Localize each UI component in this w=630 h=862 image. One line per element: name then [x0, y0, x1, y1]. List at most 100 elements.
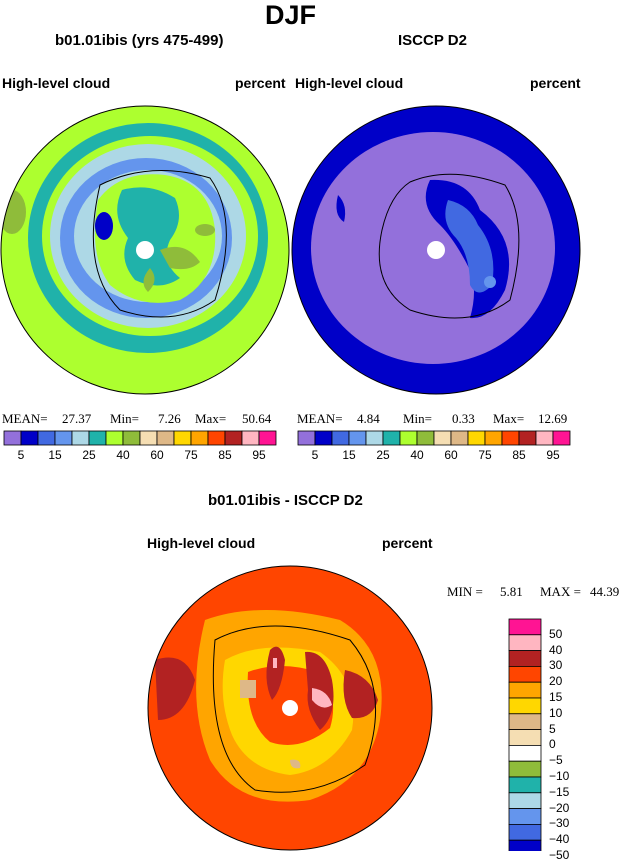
difference-colorbar-tick-label: 40 — [549, 642, 563, 657]
left-colorbar-swatch — [224, 430, 243, 446]
right-colorbar-swatch — [365, 430, 384, 446]
diff-min-label: MIN = — [447, 584, 483, 599]
right-colorbar-swatch — [399, 430, 418, 446]
left-colorbar-tick-label: 5 — [17, 448, 25, 462]
right-colorbar-swatch — [433, 430, 452, 446]
difference-colorbar-tick-label: 5 — [549, 721, 556, 736]
diff-max-value: 44.39 — [590, 584, 620, 599]
right-colorbar-swatch — [552, 430, 571, 446]
left-variable-label: High-level cloud — [2, 75, 111, 91]
right-units-label: percent — [530, 75, 581, 91]
right-colorbar-swatch — [314, 430, 333, 446]
diff-min-value: 5.81 — [500, 584, 523, 599]
right-colorbar-tick-label: 60 — [444, 448, 458, 462]
difference-colorbar-swatch — [508, 697, 542, 715]
left-colorbar-swatch — [258, 430, 277, 446]
difference-colorbar-tick-label: −5 — [549, 753, 563, 768]
right-colorbar-swatch — [331, 430, 350, 446]
difference-colorbar-tick-label: −10 — [549, 769, 570, 783]
right-mean-label: MEAN= — [297, 411, 343, 426]
difference-colorbar-tick-label: 10 — [549, 705, 563, 720]
difference-colorbar-tick-label: 0 — [549, 737, 556, 752]
left-colorbar-swatch — [105, 430, 124, 446]
left-colorbar-swatch — [20, 430, 39, 446]
difference-colorbar-swatch — [508, 745, 542, 762]
left-model-title: b01.01ibis (yrs 475-499) — [55, 32, 224, 49]
left-colorbar-swatch — [71, 430, 90, 446]
left-max-label: Max= — [195, 411, 227, 426]
difference-colorbar-swatch — [508, 839, 542, 851]
left-colorbar — [3, 430, 277, 446]
right-min-value: 0.33 — [452, 411, 475, 426]
left-colorbar-swatch — [139, 430, 158, 446]
difference-colorbar-tick-label: −20 — [549, 800, 570, 815]
right-mean-value: 4.84 — [357, 411, 380, 426]
difference-polar-map — [148, 566, 432, 850]
right-colorbar-swatch — [501, 430, 520, 446]
left-min-label: Min= — [110, 411, 140, 426]
right-min-label: Min= — [403, 411, 433, 426]
left-colorbar-tick-label: 75 — [184, 448, 198, 462]
difference-colorbar-swatch — [508, 634, 542, 651]
left-colorbar-swatch — [88, 430, 107, 446]
difference-colorbar-tick-label: 30 — [549, 658, 563, 673]
difference-colorbar-swatch — [508, 760, 542, 778]
difference-colorbar-tick-label: −30 — [549, 816, 570, 831]
right-colorbar-swatch — [382, 430, 401, 446]
right-colorbar-swatch — [348, 430, 367, 446]
right-colorbar-tick-label: 95 — [546, 448, 560, 462]
difference-colorbar-swatch — [508, 792, 542, 809]
left-colorbar-tick-label: 85 — [218, 448, 232, 462]
left-colorbar-tick-label: 60 — [150, 448, 164, 462]
difference-colorbar-swatch — [508, 713, 542, 730]
left-units-label: percent — [235, 75, 286, 91]
difference-colorbar-swatch — [508, 650, 542, 667]
right-colorbar-swatch — [450, 430, 469, 446]
left-colorbar-swatch — [37, 430, 56, 446]
right-model-title: ISCCP D2 — [398, 32, 467, 49]
left-colorbar-swatch — [3, 430, 22, 446]
right-colorbar-swatch — [297, 430, 316, 446]
diff-units-label: percent — [382, 535, 433, 551]
right-colorbar-swatch — [484, 430, 503, 446]
difference-colorbar-swatch — [508, 666, 542, 683]
right-colorbar-swatch — [467, 430, 486, 446]
left-colorbar-swatch — [173, 430, 192, 446]
right-colorbar-swatch — [535, 430, 554, 446]
diff-model-title: b01.01ibis - ISCCP D2 — [208, 492, 363, 509]
left-colorbar-tick-label: 25 — [82, 448, 96, 462]
left-colorbar-swatch — [190, 430, 209, 446]
left-colorbar-swatch — [54, 430, 73, 446]
diff-max-label: MAX = — [540, 584, 581, 599]
difference-colorbar-tick-label: −50 — [549, 848, 570, 862]
left-colorbar-tick-label: 95 — [252, 448, 266, 462]
left-colorbar-swatch — [207, 430, 226, 446]
left-mean-label: MEAN= — [2, 411, 48, 426]
left-colorbar-tick-label: 15 — [48, 448, 62, 462]
difference-colorbar-tick-label: 50 — [549, 626, 563, 641]
figure-title: DJF — [265, 0, 317, 30]
diff-variable-label: High-level cloud — [147, 535, 256, 551]
right-colorbar-tick-label: 85 — [512, 448, 526, 462]
right-colorbar-tick-label: 15 — [342, 448, 356, 462]
left-colorbar-tick-label: 40 — [116, 448, 130, 462]
left-min-value: 7.26 — [158, 411, 181, 426]
difference-colorbar-tick-label: 20 — [549, 674, 563, 689]
difference-colorbar-swatch — [508, 618, 542, 636]
left-colorbar-swatch — [122, 430, 141, 446]
difference-colorbar-tick-label: −15 — [549, 784, 570, 799]
left-colorbar-swatch — [156, 430, 175, 446]
difference-colorbar-swatch — [508, 824, 542, 841]
right-colorbar-swatch — [518, 430, 537, 446]
right-colorbar-tick-label: 5 — [311, 448, 319, 462]
difference-colorbar-swatch — [508, 776, 542, 794]
left-max-value: 50.64 — [242, 411, 272, 426]
difference-colorbar-swatch — [508, 681, 542, 699]
right-colorbar-tick-label: 40 — [410, 448, 424, 462]
right-max-value: 12.69 — [538, 411, 568, 426]
left-colorbar-swatch — [241, 430, 260, 446]
right-variable-label: High-level cloud — [295, 75, 404, 91]
right-max-label: Max= — [493, 411, 525, 426]
right-colorbar-tick-label: 75 — [478, 448, 492, 462]
